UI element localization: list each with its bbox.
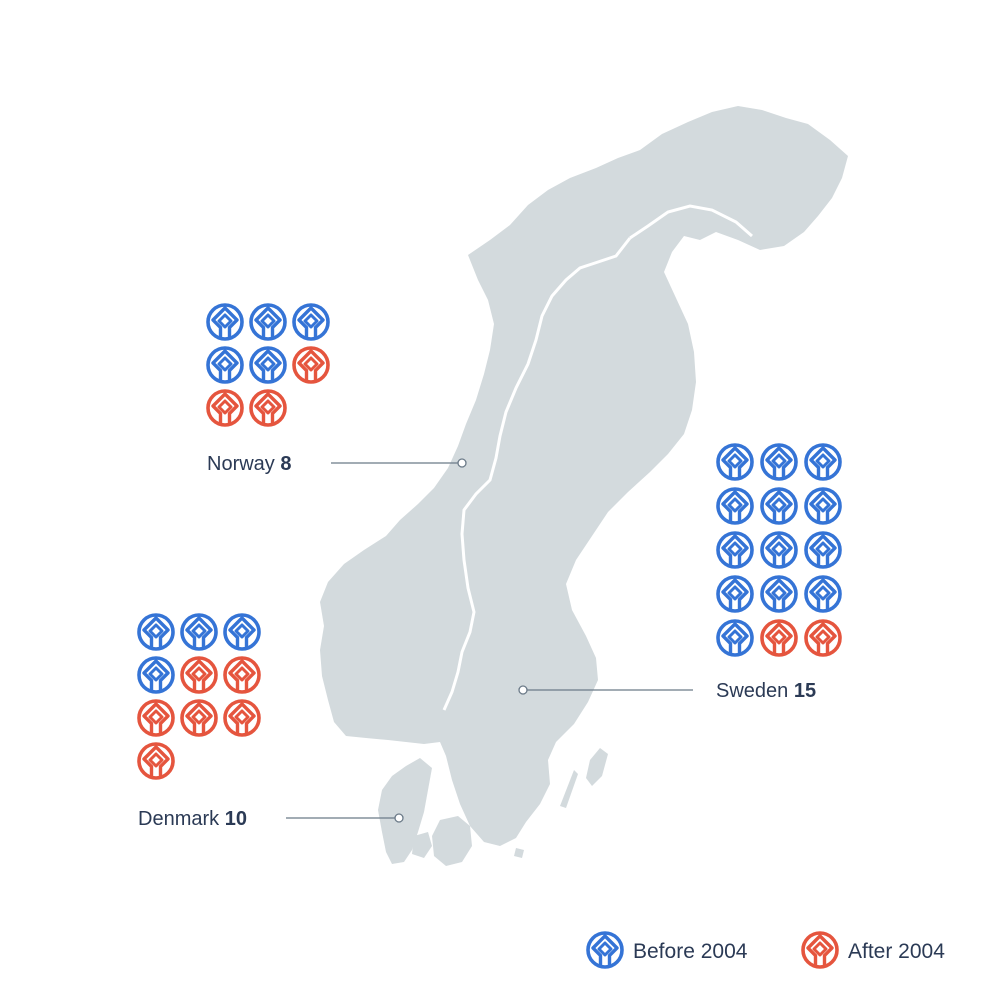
gotland-island	[586, 748, 608, 786]
unesco-world-heritage-icon	[292, 303, 330, 341]
legend-after-item: After 2004	[801, 931, 945, 969]
unesco-world-heritage-icon	[292, 346, 330, 384]
unesco-world-heritage-icon	[137, 613, 175, 651]
land-group	[320, 106, 848, 866]
unesco-world-heritage-icon	[760, 575, 798, 613]
legend: Before 2004 After 2004	[586, 931, 945, 969]
unesco-world-heritage-icon	[586, 931, 624, 969]
unesco-world-heritage-icon	[180, 656, 218, 694]
norway-anchor-dot	[457, 458, 467, 468]
bornholm-island	[514, 848, 524, 858]
unesco-world-heritage-icon	[137, 699, 175, 737]
denmark-zealand	[432, 816, 472, 866]
unesco-world-heritage-icon	[716, 531, 754, 569]
unesco-world-heritage-icon	[180, 613, 218, 651]
denmark-anchor-dot	[394, 813, 404, 823]
unesco-world-heritage-icon	[716, 575, 754, 613]
legend-before-item: Before 2004	[586, 931, 748, 969]
sweden-site-icons	[716, 443, 842, 657]
unesco-world-heritage-icon	[249, 389, 287, 427]
legend-before-label: Before 2004	[633, 940, 748, 963]
denmark-label: Denmark 10	[138, 808, 247, 830]
unesco-world-heritage-icon	[223, 613, 261, 651]
unesco-world-heritage-icon	[137, 742, 175, 780]
unesco-world-heritage-icon	[804, 487, 842, 525]
unesco-world-heritage-icon	[206, 346, 244, 384]
unesco-world-heritage-icon	[716, 487, 754, 525]
norway-sweden-border	[442, 237, 632, 711]
unesco-world-heritage-icon	[804, 575, 842, 613]
unesco-world-heritage-icon	[180, 699, 218, 737]
unesco-world-heritage-icon	[223, 699, 261, 737]
unesco-world-heritage-icon	[804, 619, 842, 657]
unesco-world-heritage-icon	[760, 619, 798, 657]
sweden-anchor-dot	[518, 685, 528, 695]
denmark-site-icons	[137, 613, 261, 780]
scandinavia-landmass	[320, 106, 848, 846]
norway-site-icons	[206, 303, 330, 427]
norway-label: Norway 8	[207, 453, 291, 475]
unesco-world-heritage-icon	[249, 346, 287, 384]
unesco-world-heritage-icon	[223, 656, 261, 694]
unesco-world-heritage-icon	[804, 531, 842, 569]
unesco-world-heritage-icon	[206, 389, 244, 427]
unesco-world-heritage-icon	[206, 303, 244, 341]
nordic-north-border	[629, 204, 753, 240]
unesco-world-heritage-icon	[716, 619, 754, 657]
unesco-world-heritage-icon	[804, 443, 842, 481]
unesco-world-heritage-icon	[760, 487, 798, 525]
unesco-world-heritage-icon	[801, 931, 839, 969]
sweden-callout: Sweden 15	[518, 680, 816, 702]
unesco-world-heritage-icon	[716, 443, 754, 481]
legend-after-label: After 2004	[848, 940, 945, 963]
unesco-world-heritage-icon	[760, 531, 798, 569]
unesco-world-heritage-icon	[137, 656, 175, 694]
norway-callout: Norway 8	[207, 453, 467, 475]
unesco-world-heritage-icon	[249, 303, 287, 341]
unesco-world-heritage-icon	[760, 443, 798, 481]
denmark-callout: Denmark 10	[138, 808, 404, 830]
sweden-label: Sweden 15	[716, 680, 816, 702]
oland-island	[560, 770, 578, 808]
denmark-jutland	[378, 758, 432, 864]
denmark-funen	[412, 832, 432, 858]
lofoten-islands	[480, 220, 548, 290]
